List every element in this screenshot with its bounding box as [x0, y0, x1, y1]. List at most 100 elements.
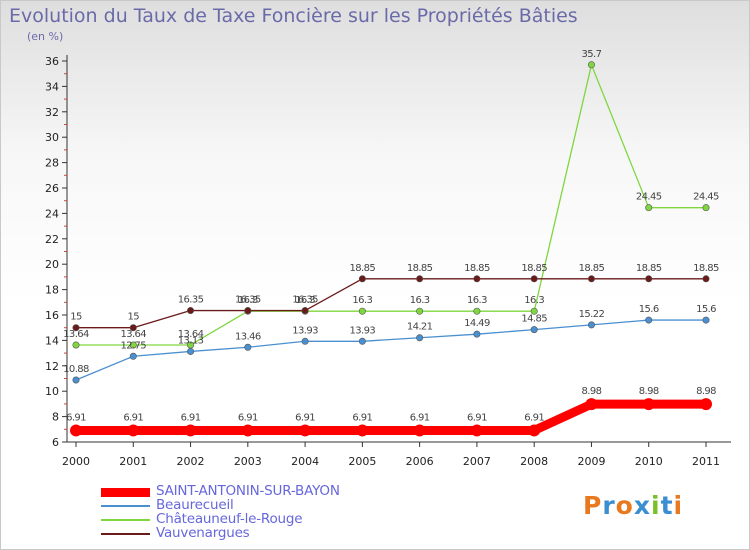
- legend-label: Vauvenargues: [156, 525, 250, 541]
- y-tick: 16: [45, 301, 67, 322]
- x-tick-label: 2007: [463, 455, 491, 468]
- data-label: 6.91: [66, 412, 86, 423]
- data-label: 12.75: [120, 340, 146, 351]
- data-point: [587, 275, 595, 283]
- legend-swatch: [101, 505, 150, 507]
- x-tick: 2000: [62, 442, 90, 468]
- data-label: 16.3: [410, 295, 430, 306]
- logo-letter: x: [633, 491, 651, 520]
- data-label: 15.22: [579, 309, 605, 320]
- data-label: 14.85: [521, 314, 547, 325]
- data-point: [72, 324, 80, 332]
- data-point: [358, 337, 366, 345]
- data-label: 13.64: [63, 329, 89, 340]
- data-label: 8.98: [582, 386, 602, 397]
- data-point: [72, 341, 80, 349]
- data-point: [301, 307, 309, 315]
- data-point: [702, 204, 710, 212]
- data-label: 16.3: [352, 295, 372, 306]
- data-point: [129, 352, 137, 360]
- x-tick: 2011: [692, 442, 720, 468]
- data-label: 18.85: [636, 263, 662, 274]
- y-tick-label: 24: [45, 207, 59, 220]
- data-label: 8.98: [639, 386, 659, 397]
- y-tick-label: 20: [45, 258, 59, 271]
- data-label: 35.7: [582, 49, 602, 60]
- data-point: [416, 334, 424, 342]
- data-labels: 15 15 16.35 16.35 16.35 18.85 18.85 18.85 18.85 1…: [70, 263, 719, 323]
- y-unit-label: (en %): [27, 30, 64, 43]
- chart-title: Evolution du Taux de Taxe Foncière sur l…: [9, 5, 578, 27]
- proxiti-logo: Proxiti: [583, 491, 683, 520]
- data-label: 13.64: [178, 329, 204, 340]
- data-label: 13.64: [120, 329, 146, 340]
- data-point: [187, 341, 195, 349]
- logo-letter: i: [673, 491, 684, 520]
- data-label: 16.3: [467, 295, 487, 306]
- data-point: [530, 275, 538, 283]
- data-point: [473, 275, 481, 283]
- data-label: 14.21: [407, 322, 433, 333]
- data-point: [129, 324, 137, 332]
- data-point: [473, 330, 481, 338]
- data-label: 6.91: [238, 412, 258, 423]
- data-point: [184, 424, 197, 437]
- x-tick-label: 2011: [692, 455, 720, 468]
- data-point: [645, 316, 653, 324]
- line-chart: 6 8 10 12 14 16 18 20 22 24 26 28 30 32 34 36 2000 2001 20…: [45, 49, 731, 468]
- x-tick: 2007: [463, 442, 491, 468]
- x-tick-label: 2004: [291, 455, 319, 468]
- y-tick-label: 16: [45, 309, 59, 322]
- data-label: 6.91: [524, 412, 544, 423]
- y-tick-label: 18: [45, 284, 59, 297]
- series-beaurecueil: [72, 316, 710, 384]
- data-label: 13.13: [178, 335, 204, 346]
- data-label: 6.91: [181, 412, 201, 423]
- data-label: 16.3: [238, 295, 258, 306]
- data-label: 6.91: [352, 412, 372, 423]
- data-label: 6.91: [410, 412, 430, 423]
- data-label: 16.35: [235, 295, 261, 306]
- x-tick-label: 2010: [635, 455, 663, 468]
- y-tick: 36: [45, 55, 67, 68]
- y-tick-label: 30: [45, 131, 59, 144]
- x-tick-label: 2000: [62, 455, 90, 468]
- data-point: [187, 347, 195, 355]
- data-label: 16.3: [524, 295, 544, 306]
- data-label: 18.85: [464, 263, 490, 274]
- y-tick: 12: [45, 352, 67, 373]
- data-point: [587, 61, 595, 69]
- legend-label: Beaurecueil: [156, 497, 234, 513]
- data-point: [587, 321, 595, 329]
- data-label: 16.3: [295, 295, 315, 306]
- x-tick: 2010: [635, 442, 663, 468]
- logo-letter: o: [615, 491, 634, 520]
- data-point: [702, 316, 710, 324]
- data-label: 15: [70, 312, 82, 323]
- x-tick-label: 2008: [520, 455, 548, 468]
- y-tick-label: 14: [45, 334, 59, 347]
- data-label: 13.93: [292, 325, 318, 336]
- y-tick: 32: [45, 98, 67, 119]
- x-tick: 2004: [291, 442, 319, 468]
- series-saint-antonin-sur-bayon: [70, 398, 712, 437]
- data-label: 24.45: [636, 192, 662, 203]
- data-labels: 13.64 13.64 13.64 16.3 16.3 16.3 16.3 16.3 16.3 3…: [63, 49, 719, 340]
- logo-letter: i: [651, 491, 661, 520]
- data-point: [187, 307, 195, 315]
- legend-label: Châteauneuf-le-Rouge: [156, 511, 303, 527]
- legend-swatch: [101, 533, 150, 535]
- data-label: 13.46: [235, 331, 261, 342]
- x-tick: 2001: [119, 442, 147, 468]
- data-label: 6.91: [123, 412, 143, 423]
- x-tick: 2008: [520, 442, 548, 468]
- x-tick: 2002: [177, 442, 205, 468]
- data-label: 18.85: [521, 263, 547, 274]
- y-tick-label: 28: [45, 157, 59, 170]
- data-point: [416, 307, 424, 315]
- y-tick-label: 8: [52, 411, 59, 424]
- y-tick: 34: [45, 73, 67, 93]
- data-point: [356, 424, 369, 437]
- data-point: [416, 275, 424, 283]
- data-labels: 6.91 6.91 6.91 6.91 6.91 6.91 6.91 6.91 6.91 8.98…: [66, 386, 717, 423]
